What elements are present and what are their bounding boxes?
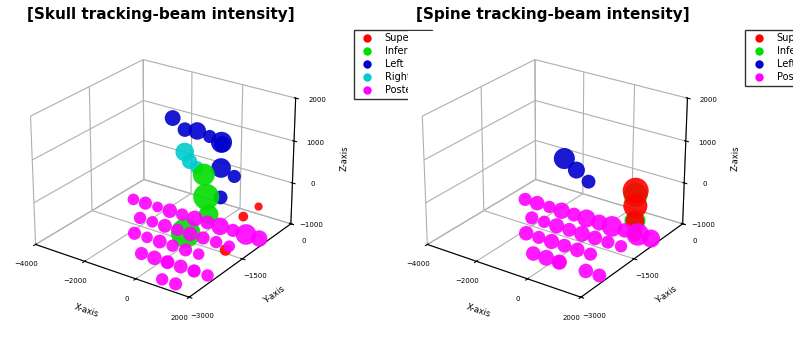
X-axis label: X-axis: X-axis: [74, 303, 100, 320]
Title: [Skull tracking-beam intensity]: [Skull tracking-beam intensity]: [27, 8, 295, 23]
Legend: Superior, Inferior, Left, Right, Posterior: Superior, Inferior, Left, Right, Posteri…: [354, 30, 432, 99]
X-axis label: X-axis: X-axis: [465, 303, 492, 320]
Legend: Superior, Inferior, Left, Posterior: Superior, Inferior, Left, Posterior: [745, 30, 793, 86]
Y-axis label: Y-axis: Y-axis: [262, 284, 286, 305]
Title: [Spine tracking-beam intensity]: [Spine tracking-beam intensity]: [416, 8, 690, 23]
Y-axis label: Y-axis: Y-axis: [653, 284, 678, 305]
